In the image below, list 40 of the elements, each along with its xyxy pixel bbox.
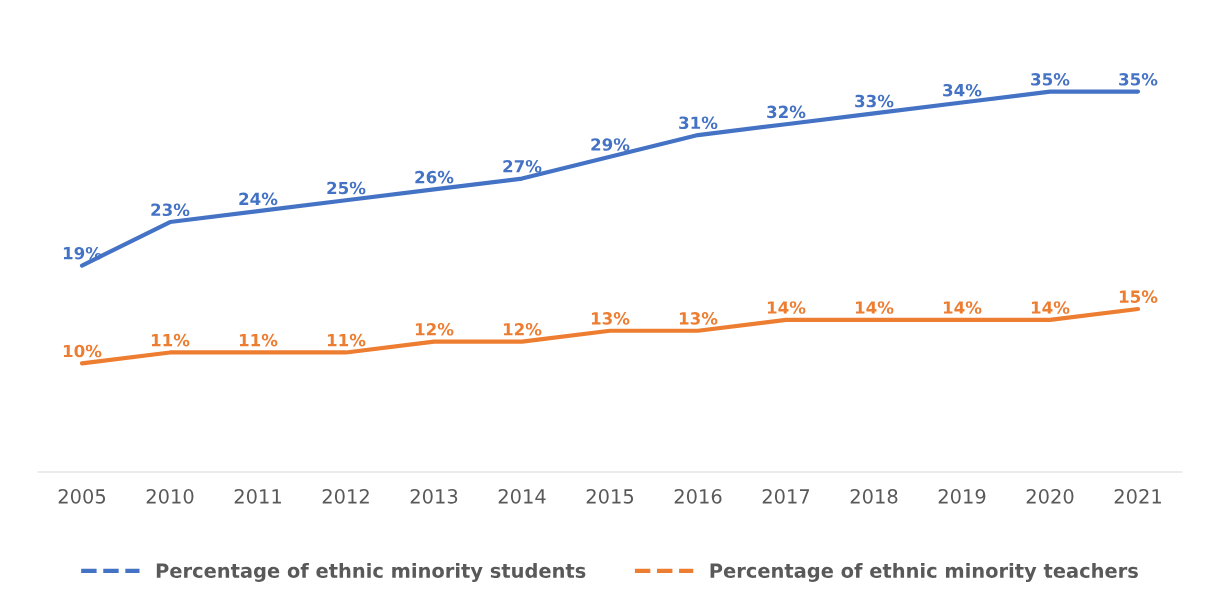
data-label: 12% [503, 322, 542, 336]
data-label: 29% [591, 138, 630, 151]
data-label: 11% [151, 333, 190, 347]
x-tick-label: 2013 [410, 489, 458, 504]
data-label: 15% [1119, 290, 1158, 303]
x-tick-label: 2017 [762, 489, 810, 504]
data-label: 24% [239, 192, 278, 206]
x-tick-label: 2011 [234, 489, 281, 504]
data-label: 35% [1031, 73, 1070, 86]
data-label: 13% [679, 312, 718, 325]
data-label: 12% [415, 322, 454, 336]
x-tick-label: 2019 [938, 489, 986, 504]
x-tick-label: 2021 [1114, 489, 1161, 504]
x-tick-label: 2018 [850, 489, 898, 504]
data-label: 14% [767, 301, 806, 314]
data-label: 14% [1031, 301, 1070, 314]
data-label: 10% [63, 344, 102, 358]
x-tick-label: 2010 [146, 489, 194, 504]
x-tick-label: 2005 [58, 489, 106, 504]
x-tick-label: 2012 [322, 489, 369, 504]
data-label: 14% [855, 301, 894, 314]
data-label: 13% [591, 312, 630, 325]
legend-label: Percentage of ethnic minority teachers [710, 562, 1138, 582]
data-label: 27% [503, 159, 542, 173]
data-label: 33% [855, 94, 894, 108]
x-tick-label: 2015 [586, 489, 634, 504]
data-label: 25% [327, 181, 366, 195]
data-label: 34% [943, 83, 982, 97]
x-tick-label: 2016 [674, 489, 722, 504]
data-label: 32% [767, 105, 806, 119]
data-label: 14% [943, 301, 982, 314]
x-tick-label: 2014 [498, 489, 546, 504]
data-label: 23% [151, 203, 190, 217]
legend-label: Percentage of ethnic minority students [156, 562, 586, 582]
data-label: 11% [327, 333, 366, 347]
data-label: 35% [1119, 73, 1158, 86]
data-label: 11% [239, 333, 278, 347]
data-label: 31% [679, 116, 718, 130]
x-tick-label: 2020 [1026, 489, 1074, 504]
data-label: 26% [415, 170, 454, 184]
